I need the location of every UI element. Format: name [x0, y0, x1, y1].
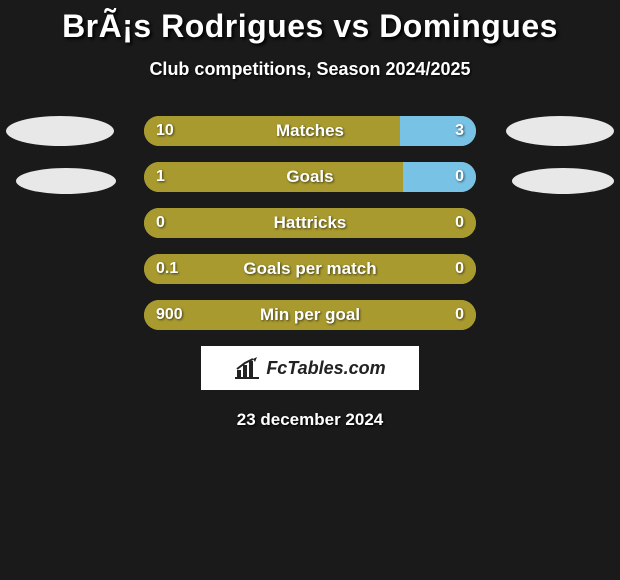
player2-value: 0 — [455, 208, 464, 238]
stat-label: Hattricks — [144, 208, 476, 238]
player1-value: 1 — [156, 162, 165, 192]
player1-value: 0.1 — [156, 254, 178, 284]
player2-badge-placeholder — [506, 116, 614, 146]
player1-badge-placeholder-2 — [16, 168, 116, 194]
stat-label: Goals — [144, 162, 476, 192]
stat-label: Matches — [144, 116, 476, 146]
player1-value: 0 — [156, 208, 165, 238]
player2-badge-placeholder-2 — [512, 168, 614, 194]
stats-section: Matches103Goals10Hattricks00Goals per ma… — [0, 116, 620, 330]
subtitle: Club competitions, Season 2024/2025 — [0, 59, 620, 80]
player2-value: 0 — [455, 300, 464, 330]
stat-row: Hattricks0 0 — [144, 208, 476, 238]
fctables-logo[interactable]: FcTables.com — [201, 346, 419, 390]
comparison-widget: BrÃ¡s Rodrigues vs Domingues Club compet… — [0, 0, 620, 430]
stat-label: Goals per match — [144, 254, 476, 284]
stat-row: Matches10 3 — [144, 116, 476, 146]
player2-value: 0 — [455, 254, 464, 284]
player1-badge-placeholder — [6, 116, 114, 146]
bar-chart-icon — [234, 357, 260, 379]
stat-row: Min per goal900 0 — [144, 300, 476, 330]
player1-value: 10 — [156, 116, 174, 146]
logo-text: FcTables.com — [266, 358, 385, 379]
player2-value: 0 — [455, 162, 464, 192]
player1-value: 900 — [156, 300, 183, 330]
player2-value: 3 — [455, 116, 464, 146]
stat-label: Min per goal — [144, 300, 476, 330]
stat-row: Goals1 0 — [144, 162, 476, 192]
page-title: BrÃ¡s Rodrigues vs Domingues — [0, 8, 620, 45]
stat-row: Goals per match0.1 0 — [144, 254, 476, 284]
date-text: 23 december 2024 — [0, 410, 620, 430]
